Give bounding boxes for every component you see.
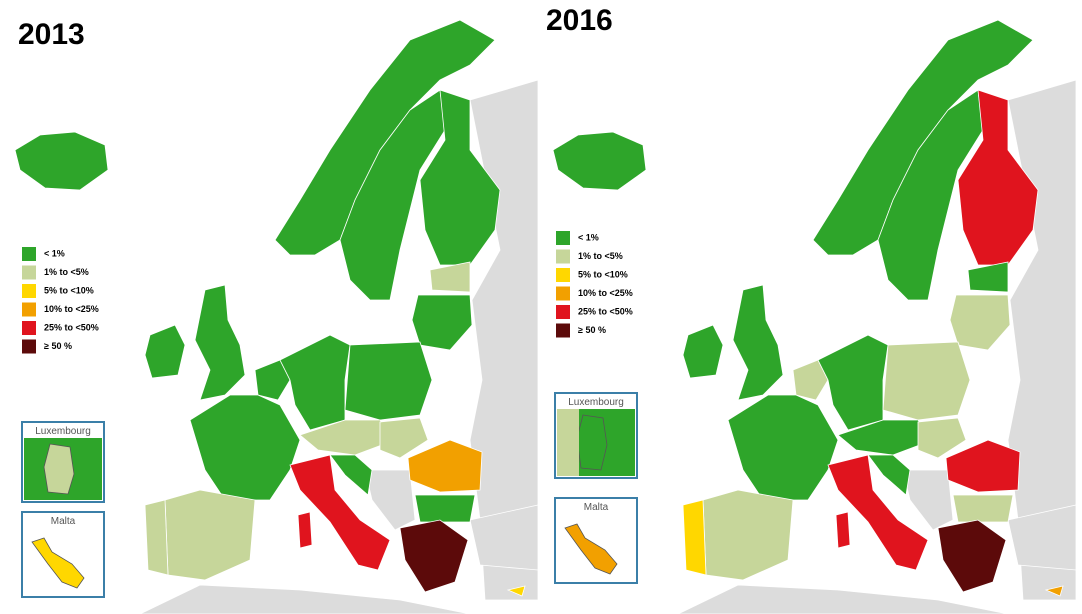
country-turkey [1007,504,1077,571]
legend-swatch [22,339,36,354]
country-latvia-lith [411,294,473,351]
country-cyprus [506,585,526,597]
legend-swatch [556,323,570,338]
country-norway [812,19,1034,256]
country-romania [945,439,1021,493]
country-sweden [339,89,446,301]
legend-swatch [556,268,570,282]
malta [564,523,618,575]
country-greece [399,519,469,593]
luxembourg [43,443,75,495]
country-latvia-lith [949,294,1011,351]
legend-swatch [22,247,36,261]
country-hungary [917,417,967,459]
country-estonia [967,261,1009,293]
legend-swatch [556,286,570,301]
country-poland [882,341,971,421]
legend-label: 5% to <10% [578,269,628,279]
luxembourg [576,414,608,471]
country-benelux [254,359,291,401]
country-uk [732,284,784,401]
country-ireland [682,324,724,379]
country-france [727,394,839,501]
legend-swatch [556,231,570,245]
country-poland [344,341,433,421]
country-africa [677,584,1009,614]
country-balkans [902,469,954,531]
inset-label: Malta [51,516,76,527]
country-iceland [14,131,109,191]
country-iceland [552,131,647,191]
country-africa [139,584,471,614]
legend-swatch [556,249,570,264]
country-turkey [469,504,539,571]
legend-label: 25% to <50% [578,306,633,316]
legend-label: 1% to <5% [578,251,623,261]
country-cyprus [1044,585,1064,597]
map [14,19,539,614]
year-title: 2016 [546,4,613,37]
map [552,19,1077,614]
inset-label: Luxembourg [568,397,624,408]
legend-label: < 1% [44,248,65,258]
legend-swatch [556,305,570,319]
legend-label: 10% to <25% [44,304,99,314]
legend-label: 5% to <10% [44,285,94,295]
legend-swatch [22,302,36,317]
country-portugal [144,499,169,576]
country-bulgaria [414,494,476,523]
inset-frame [21,511,105,598]
country-estonia [429,261,471,293]
malta [31,537,85,589]
legend-label: 25% to <50% [44,322,99,332]
country-benelux [792,359,829,401]
country-france [189,394,301,501]
country-ireland [144,324,186,379]
country-romania [407,439,483,493]
legend-label: < 1% [578,232,599,242]
country-uk [194,284,246,401]
inset-label: Malta [584,502,609,513]
country-italy [289,454,391,571]
country-portugal [682,499,707,576]
country-bulgaria [952,494,1014,523]
legend-label: 1% to <5% [44,267,89,277]
legend-label: 10% to <25% [578,288,633,298]
country-norway [274,19,496,256]
legend-swatch [22,321,36,335]
inset-frame [554,497,638,584]
legend-swatch [22,265,36,280]
inset-neighbor [557,409,579,476]
country-hungary [379,417,429,459]
country-greece [937,519,1007,593]
legend-label: ≥ 50 % [578,325,606,335]
country-italy [827,454,929,571]
country-croatia-slo [329,454,373,496]
country-sweden [877,89,984,301]
year-title: 2013 [18,18,85,51]
legend-swatch [22,284,36,298]
inset-label: Luxembourg [35,426,91,437]
country-croatia-slo [867,454,911,496]
country-sardinia [297,511,313,549]
legend-label: ≥ 50 % [44,341,72,351]
country-sardinia [835,511,851,549]
country-balkans [364,469,416,531]
